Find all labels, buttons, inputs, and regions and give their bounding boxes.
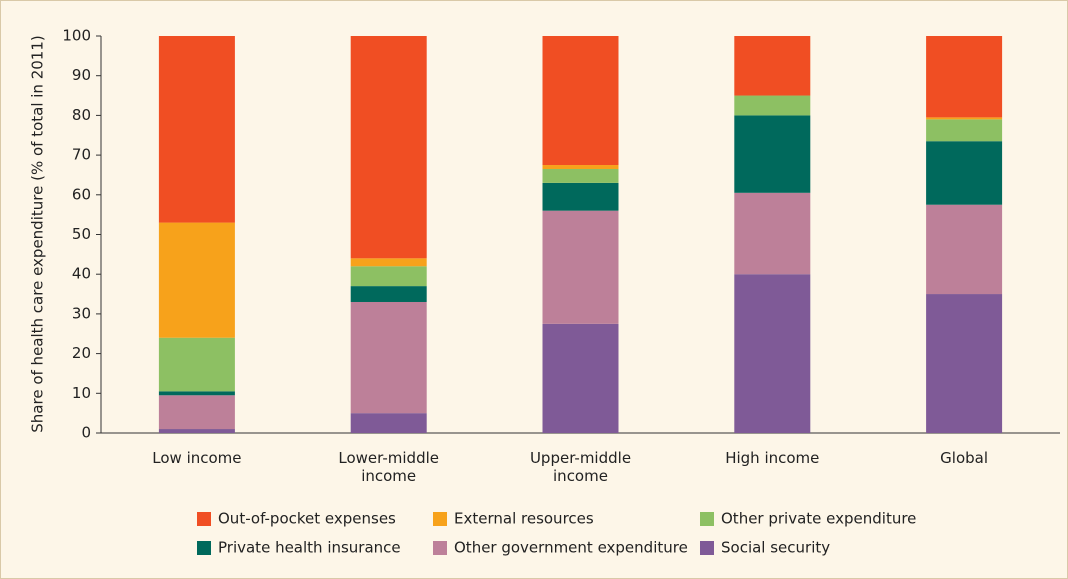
bar-segment <box>350 286 427 302</box>
bar-segment <box>734 115 811 193</box>
bar-segment <box>926 204 1003 295</box>
bar-segment <box>734 192 811 275</box>
bar-segment <box>926 119 1003 142</box>
x-tick-label: Lower-middle income <box>338 449 439 485</box>
y-tick-label: 20 <box>72 344 91 362</box>
y-tick-label: 40 <box>72 265 91 283</box>
bar-segment <box>158 429 235 433</box>
bar-segment <box>926 294 1003 433</box>
y-tick-label: 30 <box>72 304 91 322</box>
y-tick-label: 90 <box>72 66 91 84</box>
y-axis-label: Share of health care expenditure (% of t… <box>29 35 47 432</box>
bar-segment <box>926 141 1003 205</box>
legend-swatch <box>700 512 714 526</box>
bar-segment <box>350 301 427 414</box>
legend-swatch <box>197 541 211 555</box>
x-tick-label: High income <box>725 449 820 467</box>
legend-label: Other private expenditure <box>721 510 916 528</box>
bar-segment <box>734 36 811 96</box>
y-tick-label: 80 <box>72 106 91 124</box>
bar-segment <box>542 36 619 166</box>
legend-label: Other government expenditure <box>454 539 688 557</box>
bar-segment <box>158 222 235 338</box>
legend-swatch <box>197 512 211 526</box>
legend-swatch <box>433 541 447 555</box>
legend-label: Out-of-pocket expenses <box>218 510 396 528</box>
bar-segment <box>542 168 619 183</box>
legend-swatch <box>433 512 447 526</box>
bar-segment <box>542 323 619 433</box>
bar-segment <box>542 182 619 211</box>
bar-segment <box>350 258 427 267</box>
y-tick-label: 70 <box>72 146 91 164</box>
y-tick-label: 100 <box>62 27 91 45</box>
y-tick-label: 50 <box>72 225 91 243</box>
bar-segment <box>158 391 235 396</box>
y-tick-label: 0 <box>81 424 91 442</box>
y-tick-label: 60 <box>72 185 91 203</box>
bar-segment <box>926 117 1003 120</box>
legend-label: Social security <box>721 539 830 557</box>
bar-segment <box>158 36 235 223</box>
bar-segment <box>350 413 427 433</box>
bar-segment <box>350 36 427 259</box>
x-tick-label: Upper-middle income <box>529 449 632 485</box>
x-tick-label: Global <box>940 449 989 467</box>
bar-segment <box>158 337 235 392</box>
bar-segment <box>542 210 619 324</box>
bar-segment <box>926 36 1003 118</box>
bar-segment <box>734 95 811 116</box>
legend-label: External resources <box>454 510 594 528</box>
bar-segment <box>350 266 427 287</box>
y-tick-label: 10 <box>72 384 91 402</box>
legend-label: Private health insurance <box>218 539 401 557</box>
bar-segment <box>542 165 619 169</box>
bar-segment <box>158 395 235 430</box>
x-tick-label: Low income <box>152 449 242 467</box>
legend-swatch <box>700 541 714 555</box>
bar-segment <box>734 274 811 433</box>
